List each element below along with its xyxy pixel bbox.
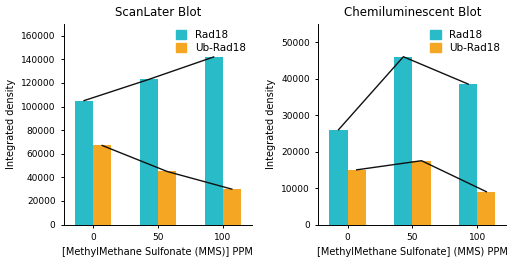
Title: ScanLater Blot: ScanLater Blot xyxy=(115,6,201,19)
Bar xyxy=(158,171,176,225)
Bar xyxy=(413,161,431,225)
Bar xyxy=(93,145,111,225)
Legend: Rad18, Ub-Rad18: Rad18, Ub-Rad18 xyxy=(426,26,504,57)
Y-axis label: Integrated density: Integrated density xyxy=(266,79,276,169)
X-axis label: [MethylMethane Sulfonate] (MMS) PPM: [MethylMethane Sulfonate] (MMS) PPM xyxy=(317,247,508,257)
Y-axis label: Integrated density: Integrated density xyxy=(6,79,15,169)
X-axis label: [MethylMethane Sulfonate (MMS)] PPM: [MethylMethane Sulfonate (MMS)] PPM xyxy=(62,247,253,257)
Bar xyxy=(330,130,348,225)
Bar xyxy=(75,101,93,225)
Bar xyxy=(477,192,496,225)
Legend: Rad18, Ub-Rad18: Rad18, Ub-Rad18 xyxy=(172,26,250,57)
Bar xyxy=(205,57,223,225)
Bar xyxy=(348,170,366,225)
Bar xyxy=(140,79,158,225)
Title: Chemiluminescent Blot: Chemiluminescent Blot xyxy=(344,6,481,19)
Bar xyxy=(394,57,413,225)
Bar xyxy=(223,189,241,225)
Bar xyxy=(459,84,477,225)
